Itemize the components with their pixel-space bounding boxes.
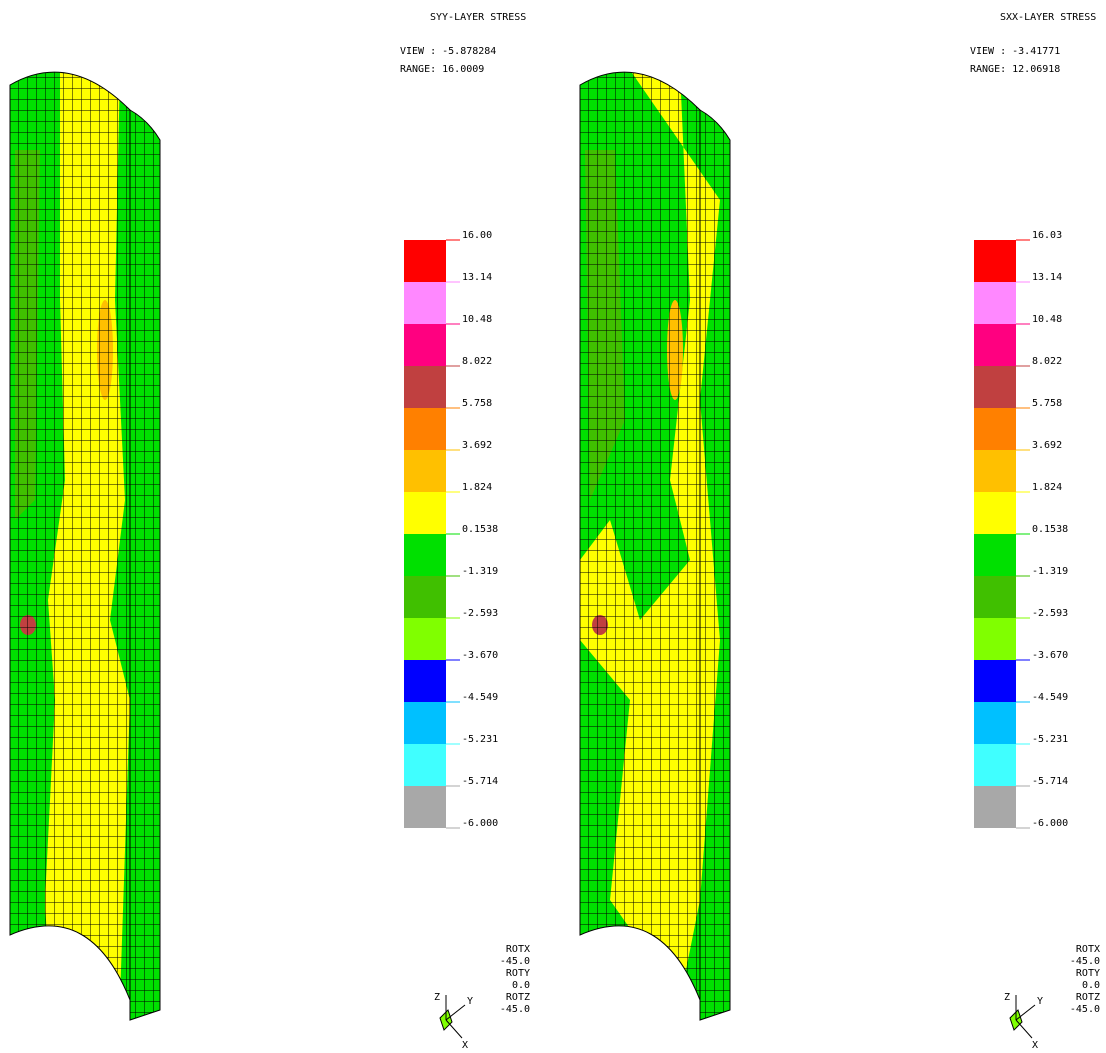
legend-label: 16.00	[462, 230, 492, 241]
range-value: RANGE: 12.06918	[970, 64, 1060, 75]
panel: SXX-LAYER STRESS VIEW : -3.41771 RANGE: 12…	[570, 12, 1100, 1051]
legend-label: -5.231	[462, 734, 498, 745]
legend-label: 3.692	[1032, 440, 1062, 451]
legend-band	[404, 408, 446, 450]
cylinder	[570, 40, 740, 1030]
legend-label: -3.670	[1032, 650, 1068, 661]
plot-title: SYY-LAYER STRESS	[430, 12, 526, 23]
legend-band	[974, 576, 1016, 618]
legend-label: 8.022	[462, 356, 492, 367]
legend-band	[974, 534, 1016, 576]
rotation-text: 0.0	[512, 980, 530, 991]
legend-band	[974, 492, 1016, 534]
rotation-text: -45.0	[1070, 1004, 1100, 1015]
axis-line	[446, 1020, 462, 1038]
legend-label: -4.549	[1032, 692, 1068, 703]
axis-label: X	[1032, 1040, 1038, 1051]
axis-label: Y	[467, 996, 473, 1007]
legend-label: 5.758	[1032, 398, 1062, 409]
legend-band	[974, 702, 1016, 744]
legend-band	[974, 786, 1016, 828]
view-value: VIEW : -3.41771	[970, 46, 1060, 57]
legend-label: 13.14	[462, 272, 492, 283]
legend-band	[974, 282, 1016, 324]
legend-label: -6.000	[1032, 818, 1068, 829]
legend-label: 5.758	[462, 398, 492, 409]
legend-band	[974, 660, 1016, 702]
legend-band	[404, 366, 446, 408]
axis-line	[1016, 1020, 1032, 1038]
plot-title: SXX-LAYER STRESS	[1000, 12, 1096, 23]
legend-label: 8.022	[1032, 356, 1062, 367]
legend-band	[404, 618, 446, 660]
legend-label: -2.593	[1032, 608, 1068, 619]
axis-label: X	[462, 1040, 468, 1051]
cylinder	[0, 40, 170, 1030]
rotation-text: ROTZ	[506, 992, 530, 1003]
legend-label: 10.48	[462, 314, 492, 325]
legend-label: 0.1538	[1032, 524, 1068, 535]
legend-label: -6.000	[462, 818, 498, 829]
axis-label: Y	[1037, 996, 1043, 1007]
axis-label: Z	[1004, 992, 1010, 1003]
legend-label: -1.319	[462, 566, 498, 577]
legend-label: -3.670	[462, 650, 498, 661]
legend-label: 16.03	[1032, 230, 1062, 241]
legend-band	[404, 282, 446, 324]
legend-label: 1.824	[1032, 482, 1062, 493]
legend-label: -5.714	[462, 776, 498, 787]
legend-band	[404, 492, 446, 534]
view-value: VIEW : -5.878284	[400, 46, 496, 57]
legend-band	[404, 744, 446, 786]
legend-label: -5.231	[1032, 734, 1068, 745]
legend-label: -5.714	[1032, 776, 1068, 787]
rotation-text: -45.0	[1070, 956, 1100, 967]
legend-label: -1.319	[1032, 566, 1068, 577]
mesh	[0, 40, 170, 1030]
legend-band	[404, 786, 446, 828]
legend-band	[404, 660, 446, 702]
legend-label: -2.593	[462, 608, 498, 619]
panel: SYY-LAYER STRESS VIEW : -5.878284 RANGE: 1…	[0, 12, 530, 1051]
range-value: RANGE: 16.0009	[400, 64, 484, 75]
rotation-text: ROTX	[506, 944, 530, 955]
legend-band	[974, 618, 1016, 660]
fea-screen: SYY-LAYER STRESS VIEW : -5.878284 RANGE: 1…	[0, 0, 1106, 1053]
legend-label: 10.48	[1032, 314, 1062, 325]
legend-band	[404, 240, 446, 282]
legend-band	[404, 534, 446, 576]
rotation-text: -45.0	[500, 956, 530, 967]
legend-band	[974, 324, 1016, 366]
rotation-text: 0.0	[1082, 980, 1100, 991]
legend-band	[974, 408, 1016, 450]
legend-band	[404, 702, 446, 744]
legend-band	[404, 576, 446, 618]
legend-label: 13.14	[1032, 272, 1062, 283]
axis-label: Z	[434, 992, 440, 1003]
legend-label: 0.1538	[462, 524, 498, 535]
legend-band	[974, 450, 1016, 492]
rotation-text: -45.0	[500, 1004, 530, 1015]
rotation-text: ROTZ	[1076, 992, 1100, 1003]
legend-label: -4.549	[462, 692, 498, 703]
legend-band	[974, 744, 1016, 786]
rotation-text: ROTY	[1076, 968, 1100, 979]
legend-label: 3.692	[462, 440, 492, 451]
rotation-text: ROTY	[506, 968, 530, 979]
rotation-text: ROTX	[1076, 944, 1100, 955]
legend-band	[974, 366, 1016, 408]
mesh	[570, 40, 740, 1030]
legend-band	[974, 240, 1016, 282]
legend-band	[404, 324, 446, 366]
legend-label: 1.824	[462, 482, 492, 493]
legend-band	[404, 450, 446, 492]
